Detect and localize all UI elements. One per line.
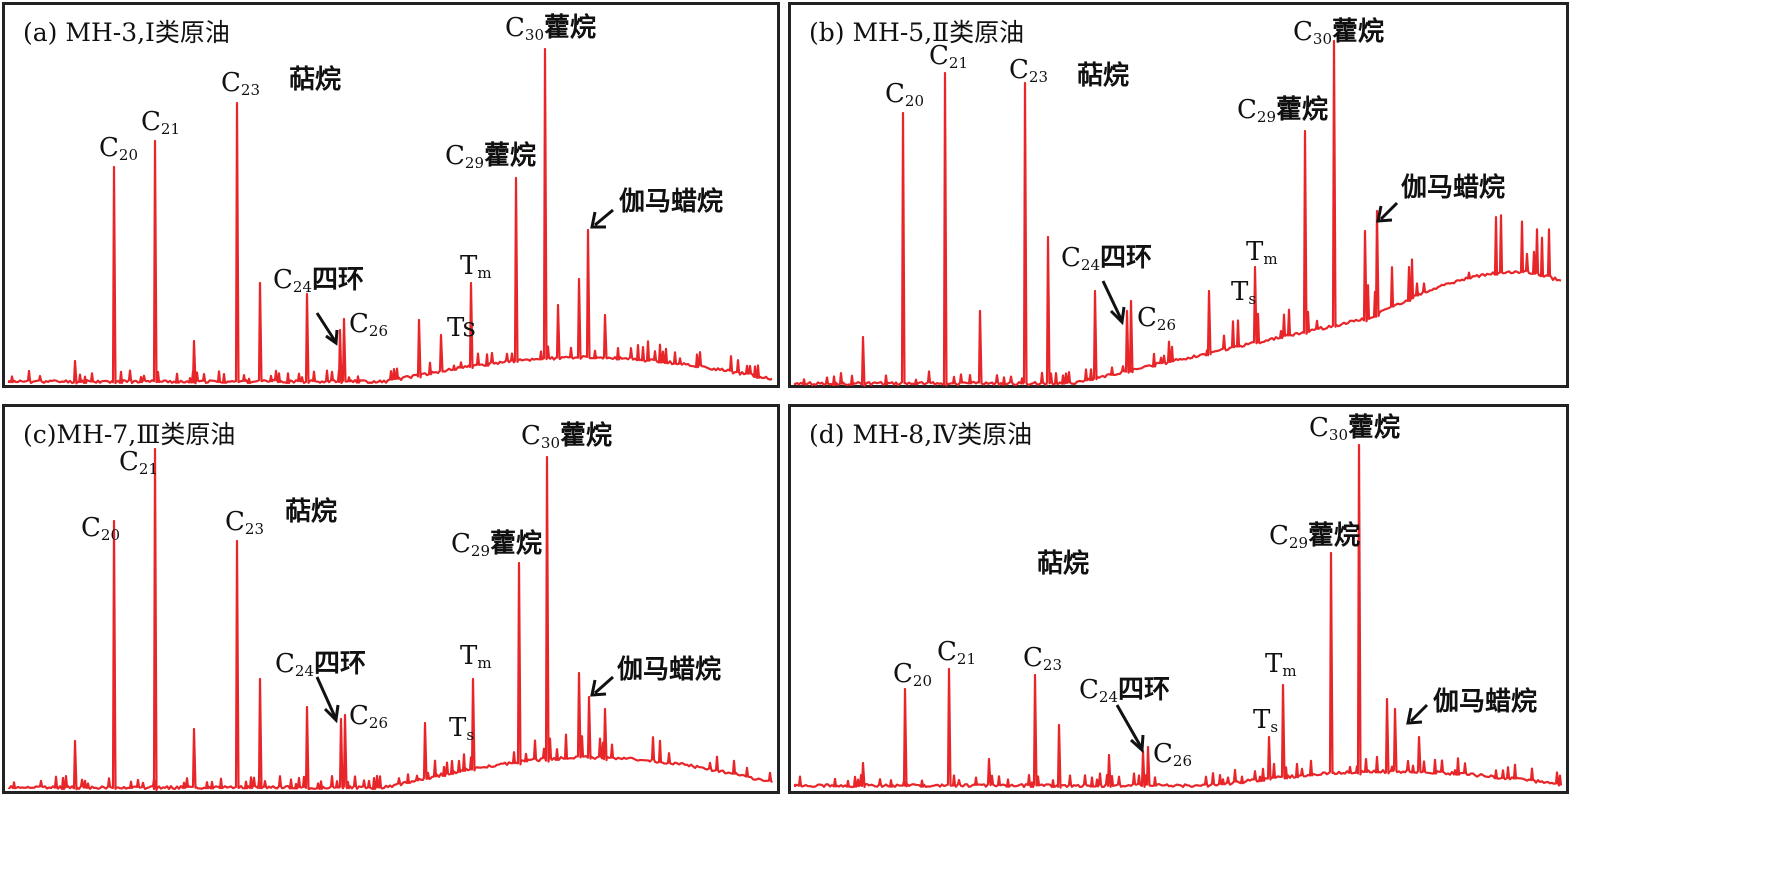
arrowhead-gammacerane-b [1376,205,1393,223]
label-c30-hopane: C30藿烷 [1309,413,1401,444]
label-c20: C20 [893,659,932,690]
arrow-c24-b [1101,280,1123,320]
label-ts: Ts [449,713,475,744]
arrow-c24-a [315,312,337,342]
arrow-gammacerane-b [1379,201,1399,221]
label-c26: C26 [349,309,388,340]
label-c30-hopane: C30藿烷 [1293,17,1385,48]
label-c23: C23 [221,68,260,99]
label-c26: C26 [349,701,388,732]
chromatogram-c [7,447,773,792]
label-c24-tetracyclic: C24四环 [273,265,365,296]
label-c21: C21 [119,447,158,478]
label-c20: C20 [81,513,120,544]
label-c29-hopane: C29藿烷 [1269,521,1361,552]
label-c23: C23 [1009,55,1048,86]
label-c23: C23 [1023,643,1062,674]
panel-title: (d) MH-8,Ⅳ类原油 [809,420,1033,449]
arrow-c24-d [1115,704,1143,748]
panel-title: (c)MH-7,Ⅲ类原油 [23,420,236,449]
label-ts: Ts [1253,705,1279,736]
label-c30-hopane: C30藿烷 [505,13,597,44]
arrow-gammacerane-d [1409,703,1429,723]
label-terpane: 萜烷 [289,65,342,95]
arrowhead-gammacerane-a [590,211,606,229]
label-c26: C26 [1153,739,1192,770]
arrow-gammacerane-c [594,675,614,695]
label-tm: Tm [1265,649,1297,680]
chromatogram-b [793,39,1562,387]
arrow-gammacerane-a [594,208,614,227]
label-terpane: 萜烷 [1037,549,1090,579]
label-c20: C20 [885,79,924,110]
label-c29-hopane: C29藿烷 [445,141,537,172]
label-ts: Ts [1231,277,1257,308]
arrowhead-c24-d [1129,734,1145,754]
label-c21: C21 [937,637,976,668]
arrow-c24-c [315,676,337,718]
arrowhead-gammacerane-c [590,679,607,697]
label-c26: C26 [1137,303,1176,334]
label-c21: C21 [141,107,180,138]
label-c21: C21 [929,41,968,72]
label-terpane: 萜烷 [1077,61,1130,91]
label-c29-hopane: C29藿烷 [451,529,543,560]
label-tm: Tm [460,251,492,282]
label-gammacerane: 伽马蜡烷 [1433,687,1538,717]
panel-title: (b) MH-5,Ⅱ类原油 [809,18,1025,47]
arrowhead-gammacerane-d [1406,707,1423,725]
label-tm: Tm [460,641,492,672]
panel-title: (a) MH-3,Ⅰ类原油 [23,18,230,47]
panel-d: (d) MH-8,Ⅳ类原油 C20 C21 C23 萜烷 C24四环 C26 T… [788,404,1569,794]
panel-c: (c)MH-7,Ⅲ类原油 C20 C21 C23 萜烷 C24四环 C26 Ts… [2,404,780,794]
label-c24-tetracyclic: C24四环 [1079,675,1171,706]
label-c29-hopane: C29藿烷 [1237,95,1329,126]
label-gammacerane: 伽马蜡烷 [619,187,724,217]
label-c24-tetracyclic: C24四环 [275,649,367,680]
label-gammacerane: 伽马蜡烷 [1401,173,1506,203]
label-gammacerane: 伽马蜡烷 [617,655,722,685]
panel-a: (a) MH-3,Ⅰ类原油 C20 C21 C23 萜烷 C24四环 C26 T… [2,2,780,388]
chromatogram-a [7,47,773,385]
label-c24-tetracyclic: C24四环 [1061,243,1153,274]
label-c23: C23 [225,507,264,538]
arrowhead-c24-c [323,704,340,724]
label-c20: C20 [99,133,138,164]
label-tm: Tm [1246,237,1278,268]
arrowhead-c24-a [325,329,339,346]
arrowhead-c24-b [1109,306,1126,326]
panel-b: (b) MH-5,Ⅱ类原油 C20 C21 C23 萜烷 C24四环 C26 T… [788,2,1569,388]
label-terpane: 萜烷 [285,497,338,527]
label-ts: Ts [447,313,476,343]
label-c30-hopane: C30藿烷 [521,421,613,452]
chromatogram-d [793,443,1563,789]
